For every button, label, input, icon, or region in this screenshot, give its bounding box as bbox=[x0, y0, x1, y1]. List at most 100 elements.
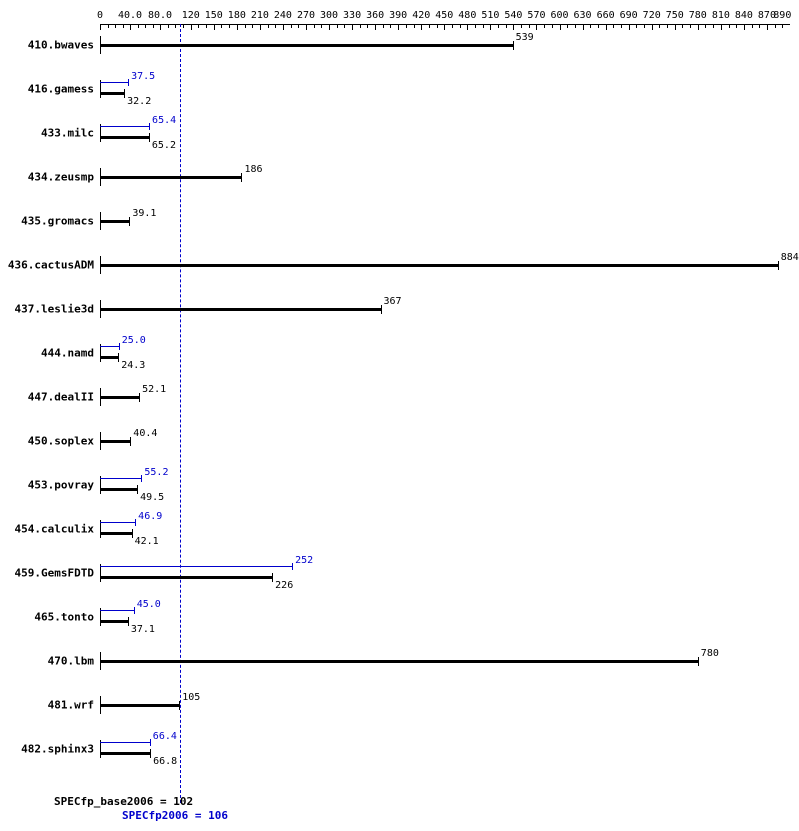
base-value: 52.1 bbox=[142, 384, 166, 395]
x-axis-minor-tick bbox=[613, 24, 614, 28]
spec-benchmark-chart: 040.080.01201501802102402703003303603904… bbox=[0, 0, 799, 831]
x-axis-minor-tick bbox=[506, 24, 507, 28]
base-value: 367 bbox=[384, 296, 402, 307]
peak-value: 55.2 bbox=[144, 467, 168, 478]
x-axis-label: 480 bbox=[458, 10, 476, 21]
peak-bar-end bbox=[149, 123, 150, 130]
base-bar bbox=[100, 752, 150, 755]
base-value: 780 bbox=[701, 648, 719, 659]
benchmark-label: 447.dealII bbox=[4, 391, 94, 404]
benchmark-label: 465.tonto bbox=[4, 611, 94, 624]
peak-bar bbox=[100, 742, 150, 743]
x-axis-label: 360 bbox=[366, 10, 384, 21]
x-axis-label: 450 bbox=[435, 10, 453, 21]
x-axis-minor-tick bbox=[775, 24, 776, 28]
x-axis-tick bbox=[398, 24, 399, 30]
x-axis-minor-tick bbox=[406, 24, 407, 28]
x-axis-minor-tick bbox=[598, 24, 599, 28]
peak-value: 65.4 bbox=[152, 115, 176, 126]
base-value: 884 bbox=[781, 252, 799, 263]
x-axis-minor-tick bbox=[168, 24, 169, 28]
peak-bar bbox=[100, 522, 135, 523]
peak-bar bbox=[100, 610, 134, 611]
x-axis-tick bbox=[375, 24, 376, 30]
x-axis-minor-tick bbox=[729, 24, 730, 28]
base-bar-end bbox=[513, 41, 514, 50]
peak-bar-end bbox=[119, 343, 120, 350]
x-axis-tick bbox=[467, 24, 468, 30]
x-axis-label: 420 bbox=[412, 10, 430, 21]
x-axis-minor-tick bbox=[414, 24, 415, 28]
base-bar bbox=[100, 440, 130, 443]
base-bar-end bbox=[698, 657, 699, 666]
benchmark-label: 482.sphinx3 bbox=[4, 743, 94, 756]
base-bar bbox=[100, 356, 118, 359]
x-axis-tick bbox=[191, 24, 192, 30]
x-axis-label: 240 bbox=[274, 10, 292, 21]
x-axis-minor-tick bbox=[567, 24, 568, 28]
peak-value: 66.4 bbox=[153, 731, 177, 742]
base-value: 66.8 bbox=[153, 756, 177, 767]
x-axis-label: 660 bbox=[597, 10, 615, 21]
peak-bar bbox=[100, 346, 119, 347]
x-axis-tick bbox=[536, 24, 537, 30]
benchmark-label: 434.zeusmp bbox=[4, 171, 94, 184]
peak-bar-end bbox=[150, 739, 151, 746]
base-value: 32.2 bbox=[127, 96, 151, 107]
x-axis-minor-tick bbox=[291, 24, 292, 28]
x-axis-minor-tick bbox=[644, 24, 645, 28]
x-axis-minor-tick bbox=[252, 24, 253, 28]
base-value: 42.1 bbox=[135, 536, 159, 547]
x-axis-minor-tick bbox=[321, 24, 322, 28]
x-axis-minor-tick bbox=[713, 24, 714, 28]
x-axis-minor-tick bbox=[245, 24, 246, 28]
base-bar-end bbox=[132, 529, 133, 538]
x-axis-minor-tick bbox=[682, 24, 683, 28]
x-axis-minor-tick bbox=[390, 24, 391, 28]
benchmark-label: 435.gromacs bbox=[4, 215, 94, 228]
x-axis-minor-tick bbox=[108, 24, 109, 28]
base-value: 226 bbox=[275, 580, 293, 591]
footer-base-label: SPECfp_base2006 = 102 bbox=[54, 795, 193, 808]
x-axis-minor-tick bbox=[521, 24, 522, 28]
x-axis-tick bbox=[513, 24, 514, 30]
x-axis-tick bbox=[421, 24, 422, 30]
x-axis-label: 540 bbox=[504, 10, 522, 21]
x-axis-minor-tick bbox=[183, 24, 184, 28]
x-axis-tick bbox=[444, 24, 445, 30]
x-axis-label: 890 bbox=[773, 10, 791, 21]
base-bar-end bbox=[241, 173, 242, 182]
x-axis-minor-tick bbox=[529, 24, 530, 28]
base-bar bbox=[100, 620, 128, 623]
base-value: 40.4 bbox=[133, 428, 157, 439]
benchmark-label: 437.leslie3d bbox=[4, 303, 94, 316]
x-axis-minor-tick bbox=[268, 24, 269, 28]
x-axis-tick bbox=[721, 24, 722, 30]
x-axis-minor-tick bbox=[123, 24, 124, 28]
x-axis-tick bbox=[744, 24, 745, 30]
benchmark-label: 410.bwaves bbox=[4, 39, 94, 52]
base-bar bbox=[100, 660, 698, 663]
x-axis-minor-tick bbox=[175, 24, 176, 28]
x-axis-label: 750 bbox=[666, 10, 684, 21]
peak-value: 46.9 bbox=[138, 511, 162, 522]
x-axis-tick bbox=[160, 24, 161, 30]
x-axis-label: 120 bbox=[182, 10, 200, 21]
x-axis-minor-tick bbox=[736, 24, 737, 28]
peak-bar bbox=[100, 566, 292, 567]
x-axis-label: 390 bbox=[389, 10, 407, 21]
x-axis-minor-tick bbox=[552, 24, 553, 28]
x-axis-label: 150 bbox=[205, 10, 223, 21]
x-axis-label: 210 bbox=[251, 10, 269, 21]
base-value: 24.3 bbox=[121, 360, 145, 371]
x-axis-minor-tick bbox=[498, 24, 499, 28]
benchmark-label: 454.calculix bbox=[4, 523, 94, 536]
x-axis-minor-tick bbox=[221, 24, 222, 28]
x-axis-label: 690 bbox=[620, 10, 638, 21]
base-bar bbox=[100, 532, 132, 535]
x-axis-minor-tick bbox=[360, 24, 361, 28]
footer-peak-label: SPECfp2006 = 106 bbox=[122, 809, 228, 822]
peak-bar bbox=[100, 82, 128, 83]
x-axis-label: 600 bbox=[550, 10, 568, 21]
x-axis-tick bbox=[606, 24, 607, 30]
